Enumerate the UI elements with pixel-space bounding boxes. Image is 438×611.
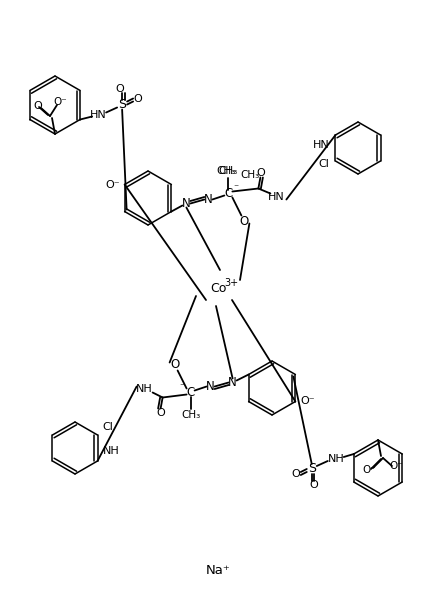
Text: Cl: Cl [318, 159, 329, 169]
Text: N: N [182, 197, 191, 210]
Text: C: C [187, 386, 195, 399]
Text: Co: Co [210, 282, 226, 295]
Text: O⁻: O⁻ [389, 461, 403, 471]
Text: ⁻: ⁻ [179, 382, 184, 392]
Text: O: O [170, 358, 179, 371]
Text: N: N [228, 376, 237, 389]
Text: CH₃: CH₃ [181, 409, 200, 420]
Text: S: S [308, 463, 316, 475]
Text: S: S [118, 98, 126, 111]
Text: ⁻: ⁻ [234, 183, 239, 194]
Text: NH: NH [327, 454, 344, 464]
Text: O: O [134, 95, 142, 104]
Text: O: O [256, 167, 265, 178]
Text: O: O [156, 409, 165, 419]
Text: N: N [204, 193, 213, 206]
Text: CH₃: CH₃ [241, 170, 260, 180]
Text: O: O [309, 480, 318, 490]
Text: O⁻: O⁻ [300, 397, 314, 406]
Text: NH: NH [103, 446, 120, 456]
Text: HN: HN [90, 109, 106, 120]
Text: CH₃: CH₃ [219, 167, 238, 177]
Text: O⁻: O⁻ [362, 465, 376, 475]
Text: O: O [240, 215, 249, 228]
Text: N: N [206, 380, 215, 393]
Text: O: O [291, 469, 300, 479]
Text: NH: NH [136, 384, 153, 395]
Text: 3+: 3+ [224, 278, 238, 288]
Text: Cl: Cl [102, 422, 113, 432]
Text: CH₃: CH₃ [217, 167, 236, 177]
Text: O⁻: O⁻ [53, 97, 67, 107]
Text: O: O [34, 101, 42, 111]
Text: HN: HN [268, 191, 285, 202]
Text: O: O [116, 84, 124, 93]
Text: C: C [224, 187, 233, 200]
Text: O⁻: O⁻ [105, 180, 120, 189]
Text: Na⁺: Na⁺ [205, 563, 230, 577]
Text: HN: HN [313, 140, 330, 150]
